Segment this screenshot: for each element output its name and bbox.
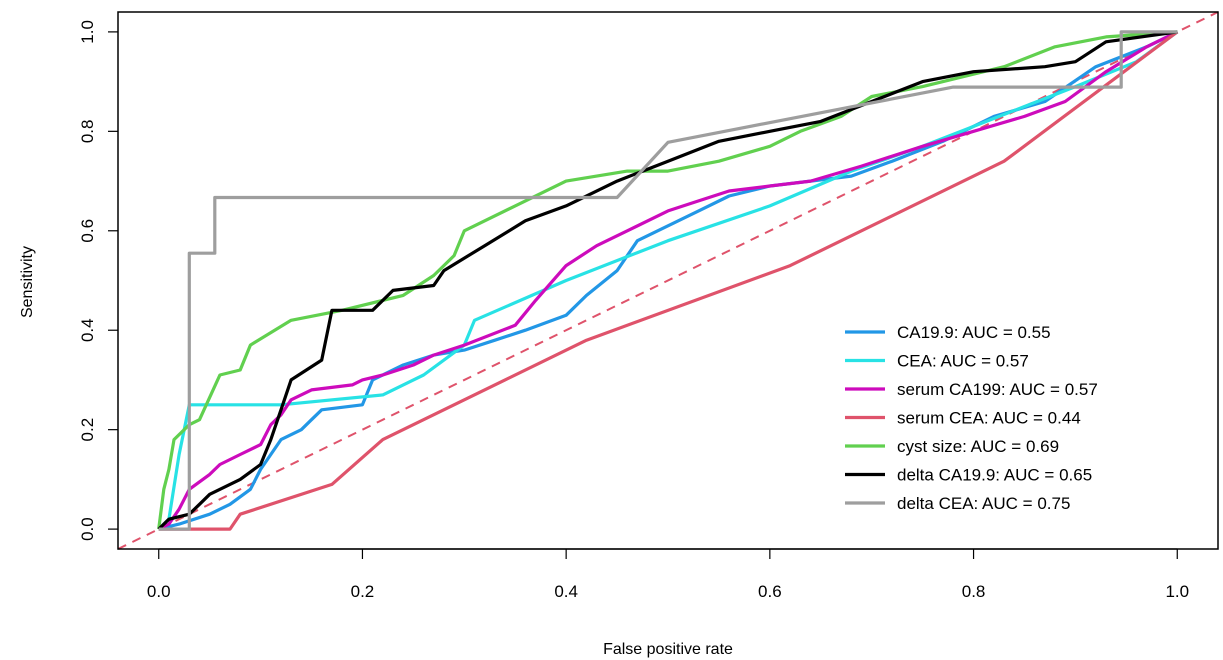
x-axis-label: False positive rate bbox=[603, 641, 733, 658]
legend-entry: delta CEA: AUC = 0.75 bbox=[897, 494, 1070, 513]
series-line-3 bbox=[158, 30, 1179, 531]
y-tick-label: 0.8 bbox=[78, 120, 97, 144]
series-line-0 bbox=[158, 30, 1179, 531]
series-line-6 bbox=[158, 30, 1178, 531]
y-tick-label: 1.0 bbox=[78, 20, 97, 44]
x-tick-label: 0.8 bbox=[962, 582, 986, 601]
plot-frame bbox=[117, 11, 1219, 550]
legend-entry: serum CEA: AUC = 0.44 bbox=[897, 409, 1081, 428]
series-line-5 bbox=[157, 30, 1178, 531]
legend: CA19.9: AUC = 0.55 CEA: AUC = 0.57 serum C… bbox=[845, 323, 1098, 513]
y-tick-label: 0.0 bbox=[78, 517, 97, 541]
x-tick-label: 0.4 bbox=[554, 582, 578, 601]
legend-entry: CEA: AUC = 0.57 bbox=[897, 352, 1029, 371]
y-tick-label: 0.4 bbox=[78, 318, 97, 342]
series-line-2 bbox=[157, 30, 1179, 531]
x-tick-label: 1.0 bbox=[1165, 582, 1189, 601]
axes: 0.0 0.2 0.4 0.6 0.8 1.0 0.0 0.2 0.4 0.6 0.8 1.0 bbox=[78, 20, 1189, 601]
legend-entry: serum CA199: AUC = 0.57 bbox=[897, 380, 1098, 399]
reference-line bbox=[117, 11, 1219, 550]
y-axis-label: Sensitivity bbox=[19, 246, 36, 318]
x-tick-label: 0.2 bbox=[351, 582, 375, 601]
reference-line-group bbox=[117, 11, 1219, 550]
legend-entry: CA19.9: AUC = 0.55 bbox=[897, 323, 1051, 342]
x-tick-label: 0.6 bbox=[758, 582, 782, 601]
legend-entry: cyst size: AUC = 0.69 bbox=[897, 437, 1059, 456]
y-tick-label: 0.2 bbox=[78, 418, 97, 442]
y-tick-label: 0.6 bbox=[78, 219, 97, 243]
legend-entry: delta CA19.9: AUC = 0.65 bbox=[897, 466, 1092, 485]
series-group bbox=[157, 30, 1179, 531]
x-tick-label: 0.0 bbox=[147, 582, 171, 601]
